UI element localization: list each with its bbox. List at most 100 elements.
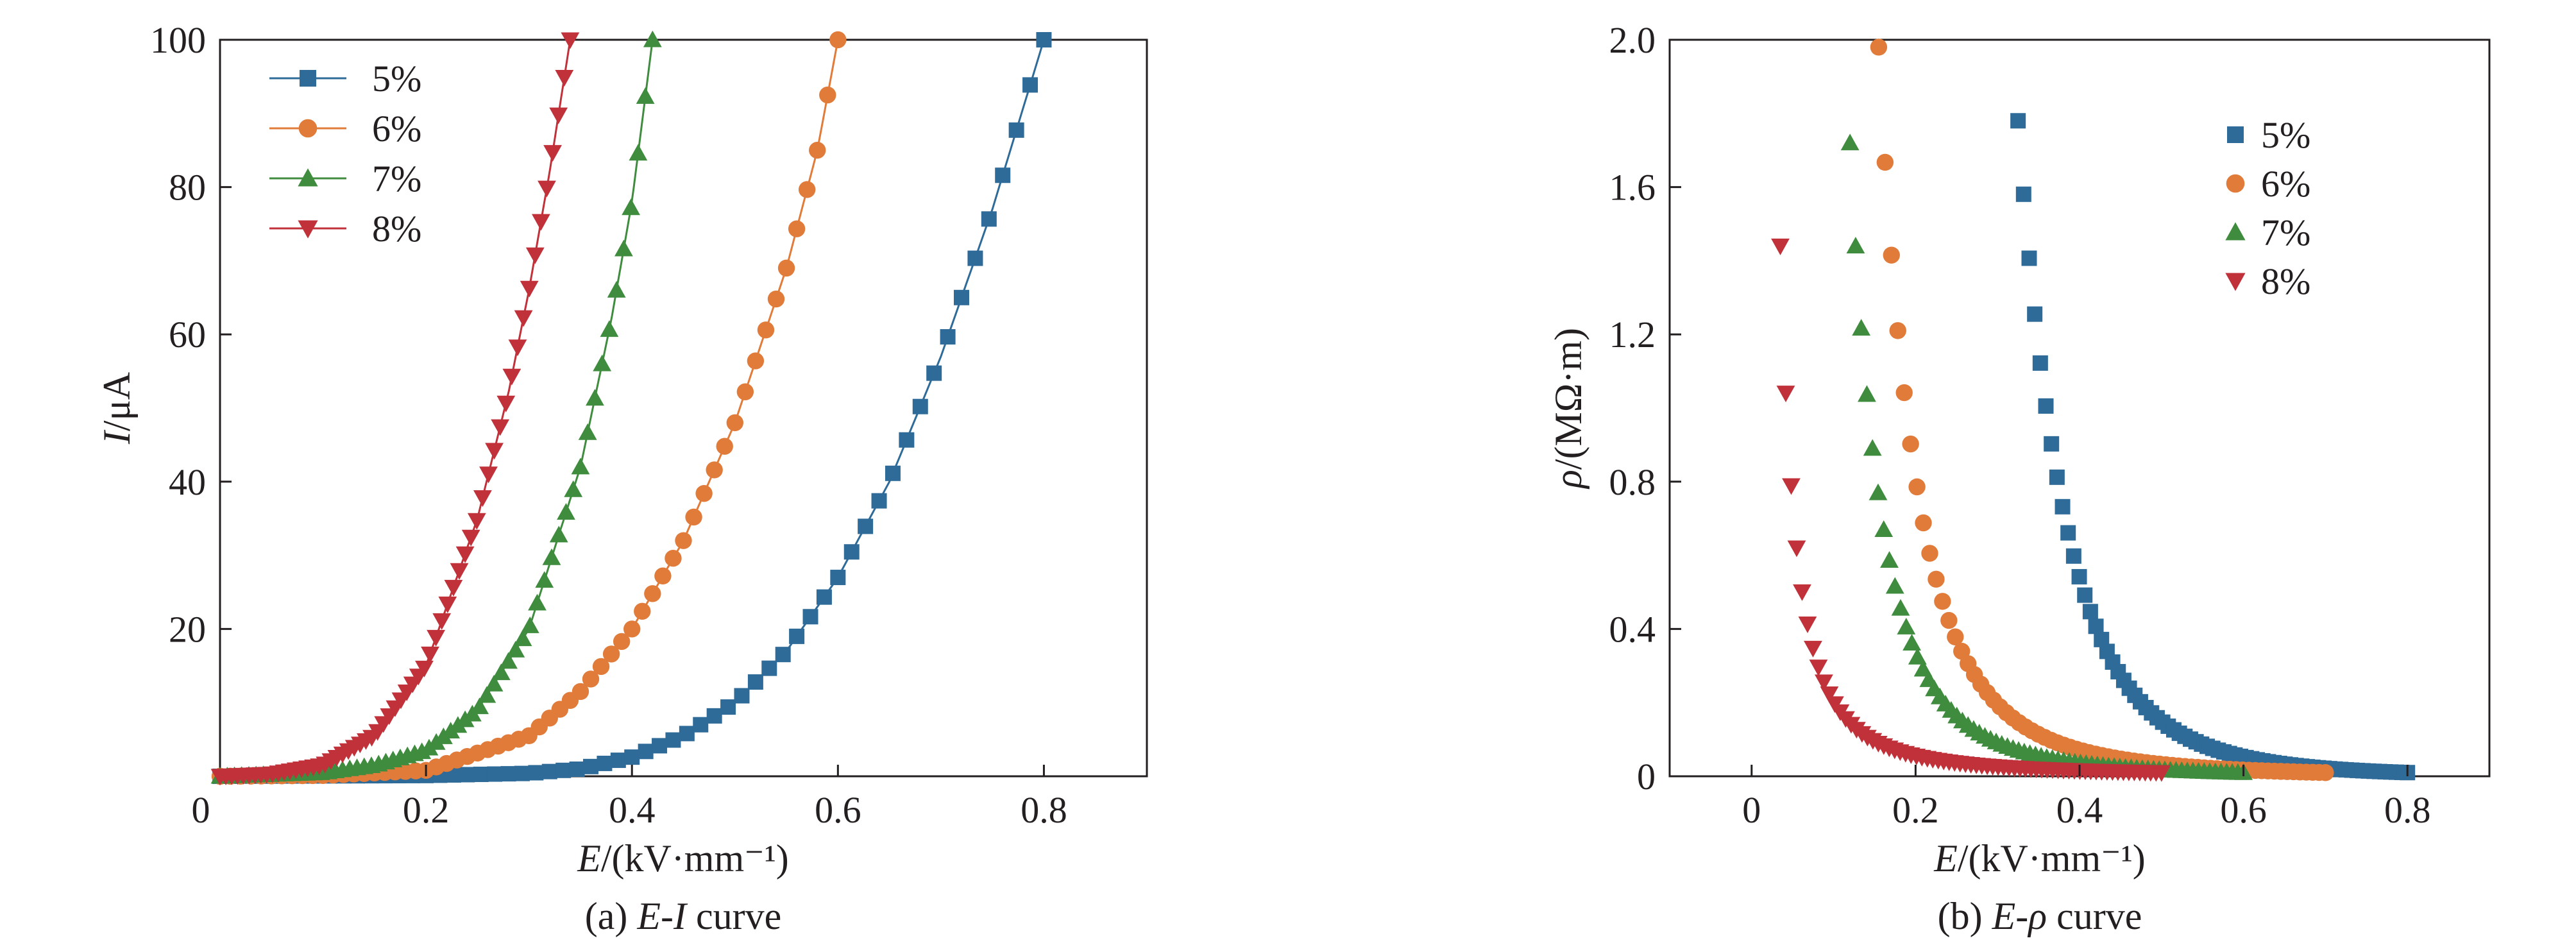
data-point xyxy=(1891,599,1910,616)
data-point xyxy=(461,529,480,547)
data-point xyxy=(450,563,469,580)
panel-a-plot-frame xyxy=(219,38,1148,778)
data-point xyxy=(1858,385,1876,402)
data-point xyxy=(734,688,750,704)
data-point xyxy=(843,544,860,560)
x-tick-label: 0 xyxy=(1742,789,1761,831)
data-point xyxy=(747,352,765,370)
legend-marker xyxy=(2227,126,2244,143)
data-point xyxy=(1908,478,1926,496)
y-tick-label: 1.2 xyxy=(1609,314,1656,355)
data-point xyxy=(571,457,590,475)
data-point xyxy=(597,755,613,771)
data-point xyxy=(2082,604,2098,620)
legend-item: 8% xyxy=(2225,260,2310,302)
data-point xyxy=(736,383,754,400)
data-point xyxy=(600,320,619,337)
data-point xyxy=(487,766,503,782)
x-tick-label: 0.8 xyxy=(1021,789,1067,831)
data-point xyxy=(1771,238,1790,255)
y-tick-label: 0.8 xyxy=(1609,461,1656,503)
data-point xyxy=(455,546,475,563)
data-point xyxy=(1874,520,1894,537)
data-point xyxy=(582,670,600,688)
data-point xyxy=(1880,551,1899,568)
data-point xyxy=(491,419,510,436)
data-point xyxy=(665,549,682,567)
data-point xyxy=(623,620,641,638)
data-point xyxy=(564,480,583,497)
data-point xyxy=(2152,765,2171,782)
legend-label: 8% xyxy=(372,208,421,250)
data-point xyxy=(1840,133,1860,151)
data-point xyxy=(1885,577,1904,594)
data-point xyxy=(549,107,568,124)
data-point xyxy=(1902,634,1921,651)
data-point xyxy=(643,30,662,47)
data-point xyxy=(1863,439,1882,456)
data-point xyxy=(1815,674,1833,692)
data-point xyxy=(1947,628,1964,645)
legend-item: 7% xyxy=(269,158,421,200)
data-point xyxy=(578,423,597,440)
data-point xyxy=(506,640,525,658)
legend-item: 6% xyxy=(269,108,421,149)
data-point xyxy=(593,354,612,371)
data-point xyxy=(2060,525,2076,541)
data-point xyxy=(940,329,956,345)
data-point xyxy=(473,767,489,783)
data-point xyxy=(1883,246,1900,264)
legend-item: 8% xyxy=(269,208,421,250)
series-line xyxy=(219,39,572,778)
data-point xyxy=(1809,660,1828,677)
data-point xyxy=(561,32,580,49)
legend-label: 7% xyxy=(372,158,421,200)
data-point xyxy=(622,198,641,216)
y-tick-label: 40 xyxy=(169,461,206,503)
panel-b-xlabel: E/(kV·mm⁻¹) xyxy=(1933,837,2146,880)
data-point xyxy=(485,443,504,460)
data-point xyxy=(432,613,452,630)
x-tick-label: 0.4 xyxy=(609,789,656,831)
data-point xyxy=(1868,483,1888,500)
data-point xyxy=(1921,545,1938,562)
data-point xyxy=(496,395,516,413)
data-point xyxy=(1820,686,1839,703)
y-tick-label: 20 xyxy=(169,608,206,650)
data-point xyxy=(2077,587,2093,603)
legend-item: 6% xyxy=(2226,163,2310,205)
data-point xyxy=(1776,386,1795,403)
data-point xyxy=(2049,469,2065,485)
data-point xyxy=(535,571,554,588)
data-point xyxy=(557,503,575,520)
data-point xyxy=(1870,38,1888,56)
data-point xyxy=(726,414,743,432)
x-tick-label: 0.4 xyxy=(2056,789,2103,831)
data-point xyxy=(981,211,997,227)
data-point xyxy=(858,518,874,534)
legend-marker xyxy=(2225,273,2246,291)
data-point xyxy=(614,239,633,257)
data-point xyxy=(747,674,763,690)
data-point xyxy=(607,280,626,298)
data-point xyxy=(1928,570,1945,588)
data-point xyxy=(1953,642,1970,660)
data-point xyxy=(470,697,489,715)
legend-marker xyxy=(298,220,318,239)
panel-a-xlabel: E/(kV·mm⁻¹) xyxy=(577,837,789,880)
data-point xyxy=(1852,319,1871,336)
data-point xyxy=(508,339,527,357)
y-tick-label: 0 xyxy=(1637,756,1656,797)
y-tick-label: 60 xyxy=(169,314,206,355)
data-point xyxy=(829,31,847,49)
data-point xyxy=(2065,548,2081,564)
data-point xyxy=(538,180,556,198)
y-tick-label: 100 xyxy=(150,19,206,61)
legend-marker xyxy=(2226,174,2245,193)
data-point xyxy=(2027,306,2043,322)
data-point xyxy=(885,465,901,481)
data-point xyxy=(513,629,532,647)
data-point xyxy=(583,758,598,774)
data-point xyxy=(1787,540,1806,558)
data-point xyxy=(525,247,545,264)
